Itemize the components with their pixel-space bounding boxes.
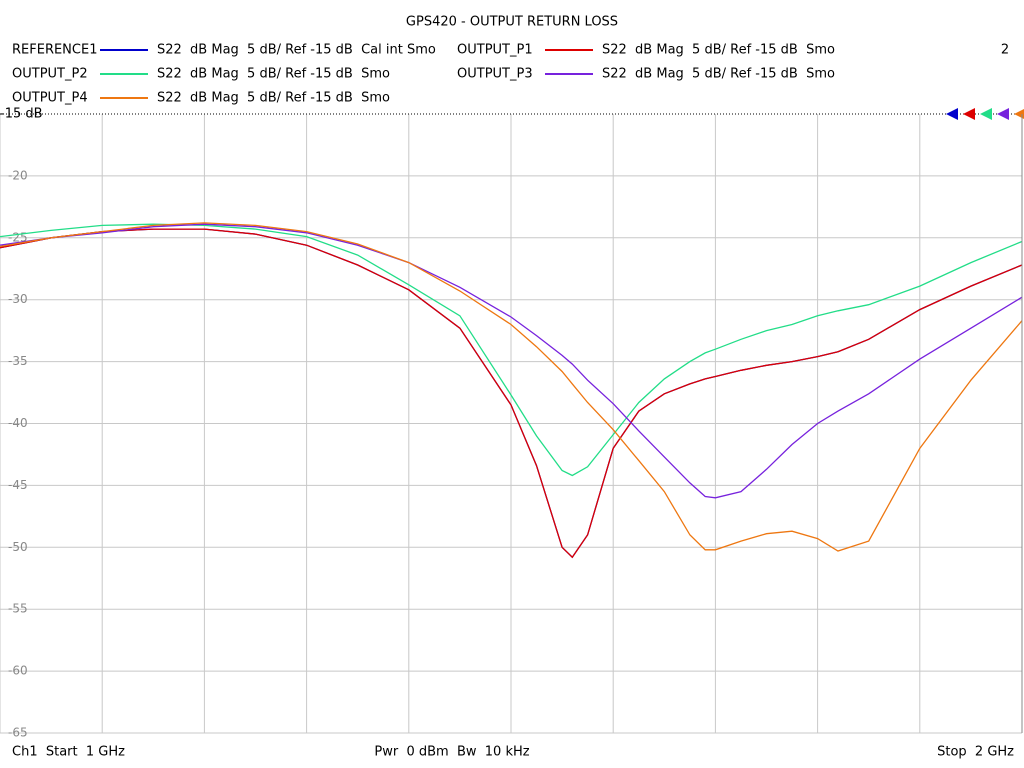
reference-marker bbox=[963, 108, 975, 120]
legend-description: S22 dB Mag 5 dB/ Ref -15 dB Cal int Smo bbox=[157, 43, 436, 58]
legend-name: OUTPUT_P4 bbox=[12, 91, 88, 106]
y-tick-label: -65 bbox=[8, 726, 28, 740]
legend-description: S22 dB Mag 5 dB/ Ref -15 dB Smo bbox=[602, 67, 835, 82]
trace bbox=[0, 223, 1023, 477]
y-tick-label: -15 dB bbox=[0, 107, 43, 122]
footer-start: Ch1 Start 1 GHz bbox=[12, 745, 125, 760]
footer-stop: Stop 2 GHz bbox=[937, 745, 1014, 760]
y-tick-label: -45 bbox=[8, 478, 28, 492]
chart-title: GPS420 - OUTPUT RETURN LOSS bbox=[406, 15, 618, 30]
reference-marker bbox=[997, 108, 1009, 120]
legend-name: OUTPUT_P1 bbox=[457, 43, 533, 58]
window-label: 2 bbox=[1001, 43, 1009, 58]
reference-marker bbox=[946, 108, 958, 120]
y-tick-label: -20 bbox=[8, 168, 28, 182]
y-tick-label: -50 bbox=[8, 540, 28, 554]
legend-name: OUTPUT_P3 bbox=[457, 67, 533, 82]
footer-power: Pwr 0 dBm Bw 10 kHz bbox=[374, 745, 529, 760]
legend-name: REFERENCE1 bbox=[12, 43, 97, 58]
trace bbox=[0, 228, 1023, 559]
trace bbox=[0, 223, 1023, 499]
y-tick-label: -55 bbox=[8, 602, 28, 616]
reference-marker bbox=[980, 108, 992, 120]
legend-description: S22 dB Mag 5 dB/ Ref -15 dB Smo bbox=[157, 91, 390, 106]
legend-name: OUTPUT_P2 bbox=[12, 67, 88, 82]
y-tick-label: -30 bbox=[8, 292, 28, 306]
legend-description: S22 dB Mag 5 dB/ Ref -15 dB Smo bbox=[157, 67, 390, 82]
trace bbox=[0, 222, 1023, 552]
y-tick-label: -35 bbox=[8, 354, 28, 368]
legend-description: S22 dB Mag 5 dB/ Ref -15 dB Smo bbox=[602, 43, 835, 58]
y-tick-label: -60 bbox=[8, 664, 28, 678]
y-tick-label: -40 bbox=[8, 416, 28, 430]
